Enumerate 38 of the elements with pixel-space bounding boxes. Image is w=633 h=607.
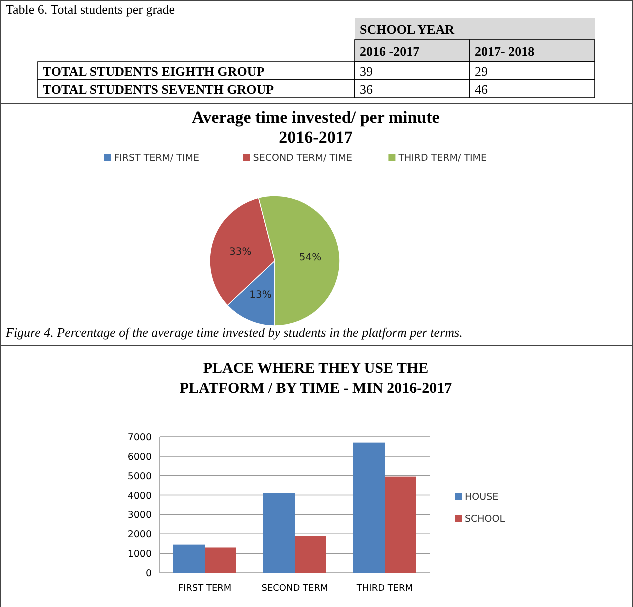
data-label: 29	[475, 64, 488, 79]
data-label: 36	[360, 82, 374, 97]
y-tick-label: TOTAL STUDENTS EIGHTH GROUP	[43, 64, 265, 79]
x-tick-label: FIRST TERM	[178, 584, 232, 594]
legend-label: SCHOOL	[465, 514, 506, 525]
data-label: 46	[475, 82, 488, 97]
text: Table 6. Total students per grade	[6, 2, 176, 17]
x-tick-label: 2016 -2017	[360, 44, 420, 59]
caption: Figure 4. Percentage of the average time invested by students in the platform per terms.	[5, 325, 463, 340]
chart-title: PLACE WHERE THEY USE THE PLATFORM / BY TIME - MIN 2016-2017	[180, 361, 453, 397]
chart-title: Average time invested/ per minute 2016-2017	[192, 108, 440, 147]
y-tick-label: 0	[146, 568, 152, 580]
x-tick-label: THIRD TERM	[356, 584, 414, 594]
data-label: 13%	[250, 290, 272, 301]
x-tick-label: SECOND TERM	[262, 584, 328, 594]
data-label: 33%	[230, 247, 252, 258]
y-tick-label: 1000	[128, 549, 152, 560]
y-tick-label: 2000	[128, 530, 152, 541]
bar	[205, 548, 236, 573]
legend-label: SECOND TERM/ TIME	[253, 153, 353, 164]
y-tick-label: 4000	[128, 490, 152, 502]
y-tick-label: 6000	[128, 452, 152, 463]
y-tick-label: 5000	[128, 471, 152, 482]
x-tick-label: 2017- 2018	[475, 44, 536, 59]
bar	[174, 544, 205, 573]
y-tick-label: 3000	[128, 510, 152, 522]
y-tick-label: TOTAL STUDENTS SEVENTH GROUP	[43, 82, 274, 97]
bar	[264, 493, 295, 573]
data-label: 54%	[299, 252, 322, 264]
data-label: 39	[360, 64, 373, 79]
bar	[385, 476, 416, 573]
legend-label: FIRST TERM/ TIME	[114, 153, 200, 164]
y-tick-label: 7000	[128, 432, 152, 444]
bar	[354, 442, 385, 573]
bar	[295, 536, 326, 573]
legend-label: THIRD TERM/ TIME	[398, 153, 488, 164]
x-axis-title: SCHOOL YEAR	[360, 22, 456, 37]
legend-label: HOUSE	[465, 492, 499, 503]
